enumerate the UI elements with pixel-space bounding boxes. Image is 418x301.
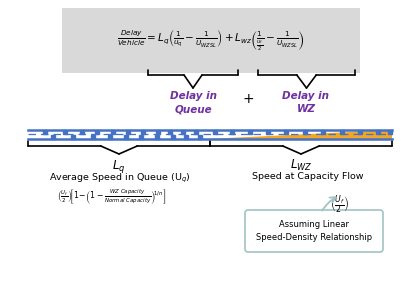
Text: Delay in
Queue: Delay in Queue	[170, 91, 217, 114]
Text: Delay in
WZ: Delay in WZ	[283, 91, 329, 114]
Text: Average Speed in Queue (U$_q$): Average Speed in Queue (U$_q$)	[49, 172, 191, 185]
Text: $\frac{Delay}{Vehicle} = L_q\left(\frac{1}{u_q} - \frac{1}{U_{WZSL}}\right) + L_: $\frac{Delay}{Vehicle} = L_q\left(\frac{…	[117, 28, 305, 53]
Text: Assuming Linear
Speed-Density Relationship: Assuming Linear Speed-Density Relationsh…	[256, 220, 372, 242]
Text: $L_q$: $L_q$	[112, 158, 126, 175]
Text: Speed at Capacity Flow: Speed at Capacity Flow	[252, 172, 364, 181]
FancyBboxPatch shape	[245, 210, 383, 252]
Text: $\left(\frac{U_f}{2}\right)\!\left[1\!-\!\left(1-\frac{WZ\ Capacity}{Normal\ Cap: $\left(\frac{U_f}{2}\right)\!\left[1\!-\…	[57, 187, 166, 206]
FancyBboxPatch shape	[62, 8, 360, 73]
Text: $\left(\frac{U_f}{2}\right)$: $\left(\frac{U_f}{2}\right)$	[330, 193, 350, 216]
Polygon shape	[207, 130, 392, 139]
Text: +: +	[242, 92, 254, 106]
Text: $L_{WZ}$: $L_{WZ}$	[290, 158, 312, 173]
